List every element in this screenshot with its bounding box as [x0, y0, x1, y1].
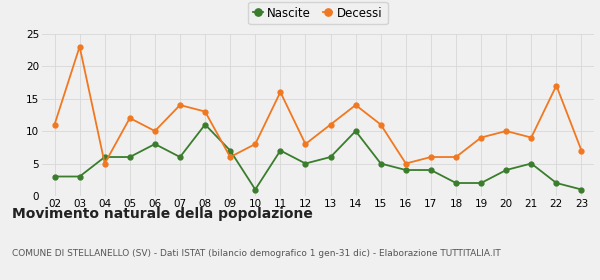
Legend: Nascite, Decessi: Nascite, Decessi: [248, 2, 388, 24]
Nascite: [277, 149, 284, 152]
Decessi: [327, 123, 334, 126]
Decessi: [151, 129, 158, 133]
Decessi: [553, 84, 560, 87]
Decessi: [578, 149, 585, 152]
Decessi: [176, 103, 184, 107]
Nascite: [402, 168, 409, 172]
Nascite: [76, 175, 83, 178]
Decessi: [76, 45, 83, 48]
Nascite: [427, 168, 434, 172]
Nascite: [51, 175, 58, 178]
Decessi: [427, 155, 434, 159]
Decessi: [126, 116, 133, 120]
Decessi: [352, 103, 359, 107]
Decessi: [377, 123, 385, 126]
Nascite: [176, 155, 184, 159]
Nascite: [503, 168, 510, 172]
Decessi: [527, 136, 535, 139]
Line: Decessi: Decessi: [52, 44, 584, 166]
Decessi: [302, 142, 309, 146]
Nascite: [101, 155, 109, 159]
Nascite: [377, 162, 385, 165]
Line: Nascite: Nascite: [52, 122, 584, 192]
Text: Movimento naturale della popolazione: Movimento naturale della popolazione: [12, 207, 313, 221]
Nascite: [452, 181, 460, 185]
Nascite: [151, 142, 158, 146]
Decessi: [101, 162, 109, 165]
Decessi: [277, 90, 284, 94]
Nascite: [302, 162, 309, 165]
Nascite: [227, 149, 234, 152]
Decessi: [51, 123, 58, 126]
Decessi: [251, 142, 259, 146]
Decessi: [452, 155, 460, 159]
Nascite: [327, 155, 334, 159]
Nascite: [352, 129, 359, 133]
Decessi: [227, 155, 234, 159]
Nascite: [202, 123, 209, 126]
Decessi: [478, 136, 485, 139]
Nascite: [126, 155, 133, 159]
Decessi: [402, 162, 409, 165]
Nascite: [527, 162, 535, 165]
Decessi: [503, 129, 510, 133]
Nascite: [251, 188, 259, 191]
Decessi: [202, 110, 209, 113]
Nascite: [553, 181, 560, 185]
Text: COMUNE DI STELLANELLO (SV) - Dati ISTAT (bilancio demografico 1 gen-31 dic) - El: COMUNE DI STELLANELLO (SV) - Dati ISTAT …: [12, 249, 501, 258]
Nascite: [578, 188, 585, 191]
Nascite: [478, 181, 485, 185]
